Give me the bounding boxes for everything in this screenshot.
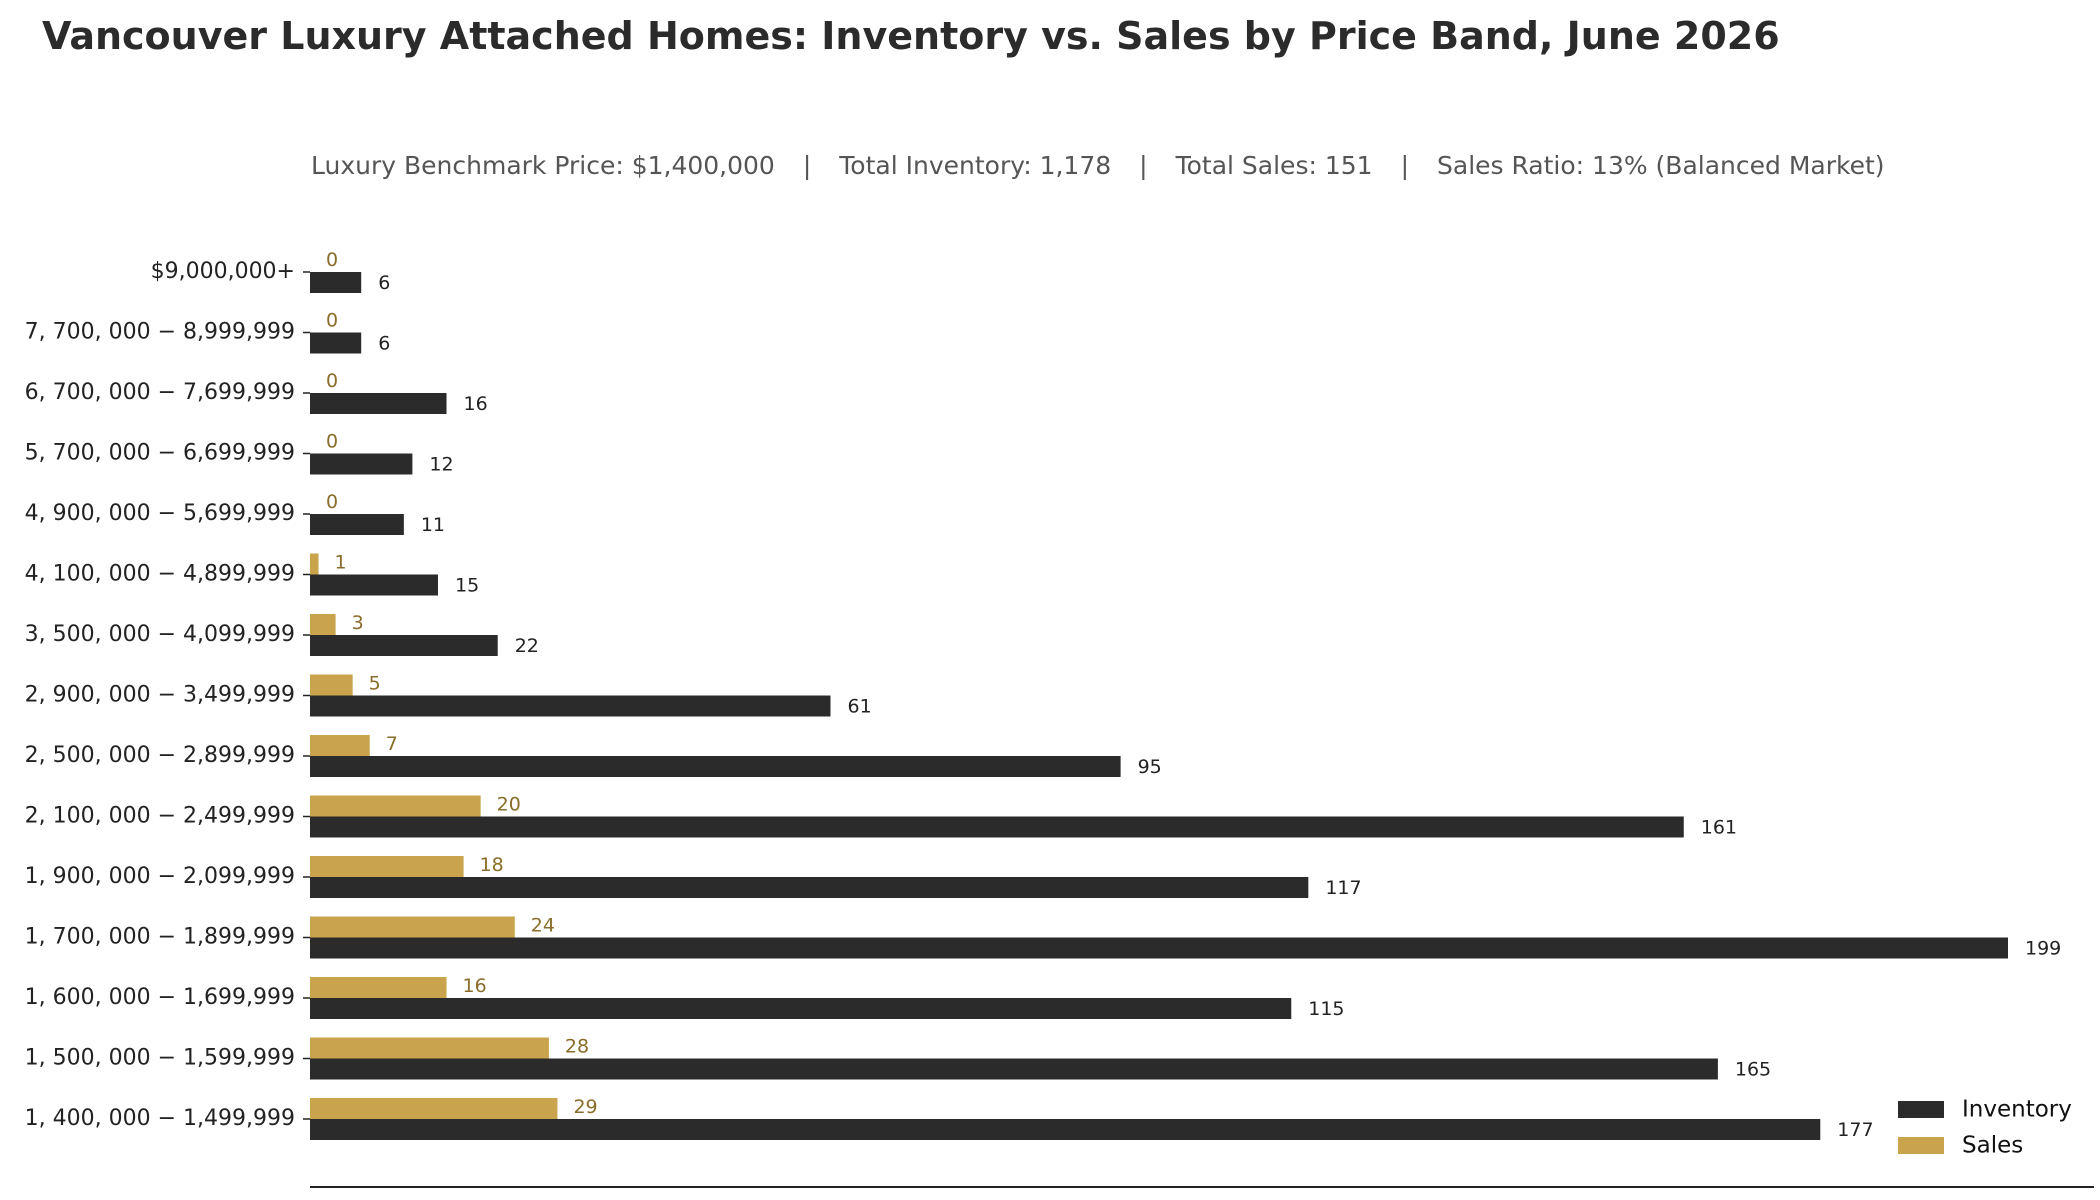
sales-bar <box>310 856 464 877</box>
sales-value-label: 16 <box>463 975 487 997</box>
inventory-bar <box>310 453 413 475</box>
inventory-value-label: 16 <box>464 393 488 415</box>
sales-value-label: 20 <box>497 794 521 816</box>
inventory-value-label: 165 <box>1735 1059 1771 1081</box>
inventory-value-label: 22 <box>515 635 539 657</box>
legend-label: Sales <box>1962 1133 2023 1159</box>
category-label: 1, 600, 000 − 1,699,999 <box>25 985 295 1010</box>
category-label: 3, 500, 000 − 4,099,999 <box>25 622 295 647</box>
inventory-bar <box>310 877 1309 898</box>
legend: Inventory Sales <box>1898 1097 2072 1159</box>
subtitle-separator: | <box>1400 151 1409 180</box>
sales-bar <box>310 614 336 635</box>
category-label: 1, 500, 000 − 1,599,999 <box>25 1046 295 1071</box>
category-label: 2, 500, 000 − 2,899,999 <box>25 743 295 768</box>
category-label: 1, 900, 000 − 2,099,999 <box>25 864 295 889</box>
sales-bar <box>310 553 319 575</box>
sales-value-label: 0 <box>326 370 338 392</box>
category-label: 5, 700, 000 − 6,699,999 <box>25 441 295 466</box>
inventory-value-label: 115 <box>1308 998 1344 1020</box>
total-sales-text: Total Sales: 151 <box>1175 151 1373 180</box>
sales-bar <box>310 1098 558 1119</box>
sales-bar <box>310 735 370 756</box>
category-label: $9,000,000+ <box>151 259 295 284</box>
sales-value-label: 0 <box>326 249 338 271</box>
inventory-value-label: 6 <box>378 272 390 294</box>
inventory-bar <box>310 574 438 596</box>
category-label: 1, 700, 000 − 1,899,999 <box>25 925 295 950</box>
chart-subtitle: Luxury Benchmark Price: $1,400,000 | Total… <box>311 151 1885 180</box>
inventory-bar <box>310 756 1121 777</box>
benchmark-price-text: Luxury Benchmark Price: $1,400,000 <box>311 151 775 180</box>
sales-value-label: 7 <box>386 733 398 755</box>
sales-value-label: 24 <box>531 915 555 937</box>
sales-bar <box>310 795 481 817</box>
inventory-value-label: 61 <box>847 696 871 718</box>
inventory-value-label: 161 <box>1701 817 1737 839</box>
inventory-value-label: 95 <box>1138 756 1162 778</box>
inventory-bar <box>310 1058 1718 1080</box>
category-label: 4, 100, 000 − 4,899,999 <box>25 562 295 587</box>
inventory-value-label: 6 <box>378 333 390 355</box>
inventory-value-label: 12 <box>429 454 453 476</box>
legend-swatch <box>1898 1137 1944 1154</box>
inventory-bar <box>310 998 1292 1019</box>
category-label: 7, 700, 000 − 8,999,999 <box>25 320 295 345</box>
category-label: 2, 900, 000 − 3,499,999 <box>25 683 295 708</box>
sales-value-label: 18 <box>480 854 504 876</box>
subtitle-separator: | <box>802 151 812 180</box>
inventory-bar <box>310 635 498 656</box>
total-inventory-text: Total Inventory: 1,178 <box>839 151 1112 180</box>
inventory-value-label: 11 <box>421 514 445 536</box>
sales-value-label: 3 <box>352 612 364 634</box>
chart-title: Vancouver Luxury Attached Homes: Invento… <box>42 14 1780 58</box>
inventory-value-label: 177 <box>1837 1119 1873 1141</box>
inventory-value-label: 15 <box>455 575 479 597</box>
inventory-value-label: 117 <box>1325 877 1361 899</box>
inventory-bar <box>310 816 1684 838</box>
inventory-value-label: 199 <box>2025 938 2061 960</box>
sales-value-label: 5 <box>369 673 381 695</box>
category-label: 2, 100, 000 − 2,499,999 <box>25 804 295 829</box>
sales-bar <box>310 1037 549 1059</box>
sales-value-label: 0 <box>326 310 338 332</box>
y-axis: $9,000,000+ 7, 700, 000 − 8,999,999 6, 700… <box>25 259 2094 1188</box>
sales-value-label: 1 <box>335 552 347 574</box>
inventory-bar <box>310 272 362 293</box>
inventory-bar <box>310 695 831 717</box>
category-label: 6, 700, 000 − 7,699,999 <box>25 380 295 405</box>
inventory-bar <box>310 1119 1821 1140</box>
sales-bar <box>310 916 515 938</box>
sales-bar <box>310 977 447 998</box>
legend-swatch <box>1898 1101 1944 1118</box>
sales-value-label: 0 <box>326 491 338 513</box>
legend-label: Inventory <box>1962 1097 2072 1123</box>
sales-value-label: 29 <box>573 1096 597 1118</box>
sales-value-label: 0 <box>326 431 338 453</box>
inventory-bar <box>310 514 404 535</box>
data-labels: 0606016012011115322561795201611811724199… <box>326 249 2061 1141</box>
category-label: 1, 400, 000 − 1,499,999 <box>25 1106 295 1131</box>
bars <box>310 272 2008 1140</box>
sales-value-label: 28 <box>565 1036 589 1058</box>
sales-ratio-text: Sales Ratio: 13% (Balanced Market) <box>1437 151 1885 180</box>
subtitle-separator: | <box>1139 151 1148 180</box>
inventory-bar <box>310 393 447 414</box>
sales-bar <box>310 674 353 696</box>
category-label: 4, 900, 000 − 5,699,999 <box>25 501 295 526</box>
inventory-bar <box>310 937 2008 959</box>
inventory-bar <box>310 332 362 354</box>
